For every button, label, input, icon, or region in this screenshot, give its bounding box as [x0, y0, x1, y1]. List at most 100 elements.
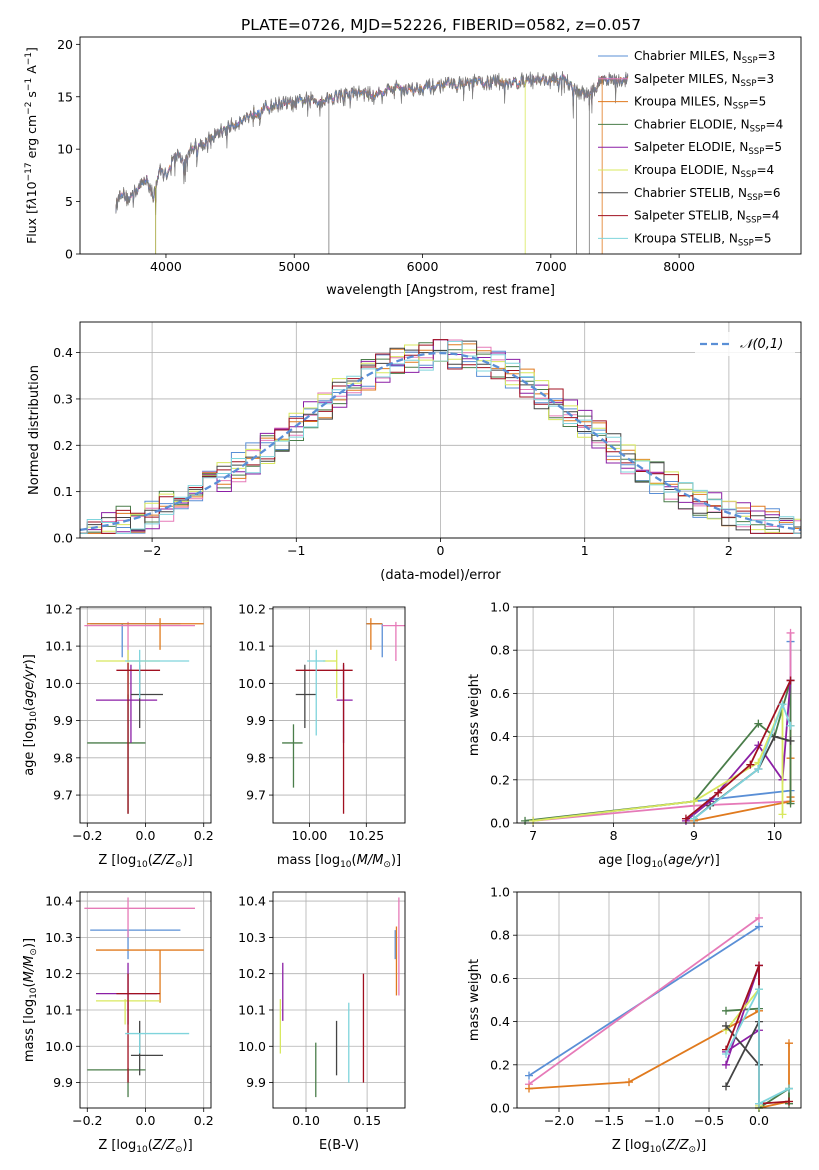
- legend-label: Kroupa STELIB, NSSP=5: [634, 231, 772, 248]
- x-tick-label: −1.0: [644, 1113, 674, 1128]
- errorbar-point: [295, 664, 317, 729]
- x-axis-label: Z [log10(Z/Z⊙)]: [612, 1138, 706, 1155]
- x-tick-label: −2.0: [544, 1113, 574, 1128]
- x-tick-label: 0.10: [292, 1113, 320, 1128]
- x-tick-label: 0.0: [136, 828, 156, 843]
- legend-label: Chabrier ELODIE, NSSP=4: [634, 117, 783, 134]
- y-tick-label: 0.4: [490, 729, 510, 744]
- y-tick-label: 10: [57, 142, 73, 157]
- weight-marker: [786, 799, 795, 808]
- model-spectrum-line: [115, 73, 629, 213]
- x-axis-label: mass [log10(M/M⊙)]: [277, 853, 401, 870]
- x-tick-label: −0.2: [72, 828, 102, 843]
- x-tick-label: 0: [437, 543, 445, 558]
- weight-line: [528, 917, 760, 1085]
- legend-label: Chabrier STELIB, NSSP=6: [634, 186, 781, 203]
- x-tick-label: 8: [610, 828, 618, 843]
- x-tick-label: −0.2: [72, 1113, 102, 1128]
- weight-marker: [786, 628, 795, 637]
- axes-frame: [79, 891, 212, 1109]
- x-tick-label: 7000: [535, 259, 567, 274]
- age_vs_mass-axes: 10.00 10.25 9.7 9.8 9.9 10.0 10.1 10.2 mass [log…: [238, 601, 406, 870]
- weight-marker: [785, 1097, 793, 1106]
- weight-marker: [525, 1084, 533, 1093]
- x-axis-label: Z [log10(Z/Z⊙)]: [98, 853, 192, 870]
- x-axis-label: Z [log10(Z/Z⊙)]: [98, 1138, 192, 1155]
- weight-marker: [778, 810, 787, 819]
- y-tick-label: 10.2: [238, 966, 266, 981]
- model-spectrum-line: [115, 74, 629, 213]
- weight-series: [529, 637, 795, 825]
- weight-marker: [722, 1021, 730, 1030]
- figure-title: PLATE=0726, MJD=52226, FIBERID=0582, z=0…: [241, 16, 641, 34]
- weight-marker: [521, 816, 530, 825]
- histogram-plot: [80, 339, 801, 534]
- weight-marker: [625, 1078, 633, 1087]
- y-tick-label: 10.1: [238, 1002, 266, 1017]
- y-tick-label: 0.0: [490, 816, 510, 831]
- legend-label: Chabrier MILES, NSSP=3: [634, 49, 775, 66]
- observed-spectrum-line: [115, 71, 629, 216]
- weight-line: [693, 701, 792, 820]
- x-tick-label: 0.0: [749, 1113, 769, 1128]
- legend-label: Kroupa MILES, NSSP=5: [634, 95, 766, 112]
- axes-frame: [272, 891, 406, 1109]
- x-axis-label: E(B-V): [319, 1138, 359, 1153]
- model-spectrum-line: [115, 73, 629, 213]
- axes-frame: [79, 36, 802, 255]
- errorbar-point: [87, 694, 146, 814]
- x-tick-label: 4000: [150, 259, 182, 274]
- weight-marker: [755, 922, 763, 931]
- errorbar-point: [125, 649, 190, 699]
- y-tick-label: 9.9: [53, 1075, 73, 1090]
- weight-series: [722, 961, 793, 1108]
- y-tick-label: 10.0: [238, 1039, 266, 1054]
- weight-marker: [786, 676, 795, 685]
- x-axis-label: age [log10(age/yr)]: [598, 853, 720, 870]
- errorbar-point: [382, 621, 405, 661]
- errorbar-point: [307, 649, 326, 736]
- x-tick-label: −1.5: [594, 1113, 624, 1128]
- y-tick-label: 0.0: [490, 1101, 510, 1116]
- residuals-axes: −2 −1 0 1 2 0.0 0.1 0.2 0.3 0.4 𝒩(0,1) (data-model)…: [27, 321, 802, 583]
- errorbar-point: [366, 618, 383, 650]
- errorbar-point: [116, 662, 161, 814]
- weight-marker: [689, 797, 698, 806]
- errorbar-point: [130, 664, 163, 729]
- errorbar-point: [366, 623, 383, 658]
- y-tick-label: 10.1: [238, 639, 266, 654]
- model-spectrum-line: [115, 73, 629, 213]
- x-tick-label: 2: [725, 543, 733, 558]
- weight-line: [725, 1021, 760, 1087]
- model-spectrum-line: [115, 72, 629, 213]
- weight-marker: [722, 1050, 730, 1058]
- weight-marker: [722, 1006, 730, 1015]
- y-tick-label: 10.2: [238, 601, 266, 616]
- x-axis-label: (data-model)/error: [380, 568, 501, 583]
- weight-marker: [755, 1099, 763, 1108]
- y-axis-label: age [log10(age/yr)]: [22, 654, 39, 776]
- y-tick-label: 0.2: [490, 772, 510, 787]
- errorbar-point: [96, 949, 204, 1003]
- weight-marker: [786, 736, 795, 745]
- mass_vs_ebv-axes: 0.10 0.15 9.9 10.0 10.1 10.2 10.3 10.4 E(B-V): [238, 891, 406, 1153]
- weight-marker: [529, 816, 538, 825]
- y-tick-label: 5: [65, 194, 73, 209]
- y-tick-label: 0.2: [53, 438, 73, 453]
- weight-marker: [786, 721, 795, 730]
- legend-label: Salpeter MILES, NSSP=3: [634, 72, 774, 89]
- histogram-series: [80, 339, 801, 534]
- weight-line: [533, 632, 792, 822]
- y-tick-label: 10.2: [45, 601, 73, 616]
- x-tick-label: 0.2: [194, 828, 214, 843]
- x-tick-label: 10.25: [348, 828, 384, 843]
- y-tick-label: 10.0: [45, 676, 73, 691]
- y-tick-label: 10.4: [238, 894, 266, 909]
- axes-frame: [516, 606, 802, 824]
- weight-series: [689, 700, 795, 823]
- weight-line: [685, 680, 792, 820]
- legend-label: Salpeter STELIB, NSSP=4: [634, 209, 779, 226]
- y-tick-label: 10.4: [45, 894, 73, 909]
- weight-line: [524, 680, 792, 822]
